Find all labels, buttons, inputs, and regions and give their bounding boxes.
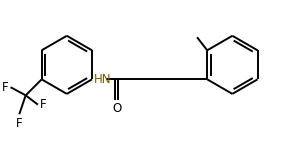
Text: O: O <box>112 102 121 115</box>
Text: F: F <box>16 117 23 130</box>
Text: F: F <box>40 98 46 111</box>
Text: HN: HN <box>94 73 112 86</box>
Text: F: F <box>2 81 9 94</box>
